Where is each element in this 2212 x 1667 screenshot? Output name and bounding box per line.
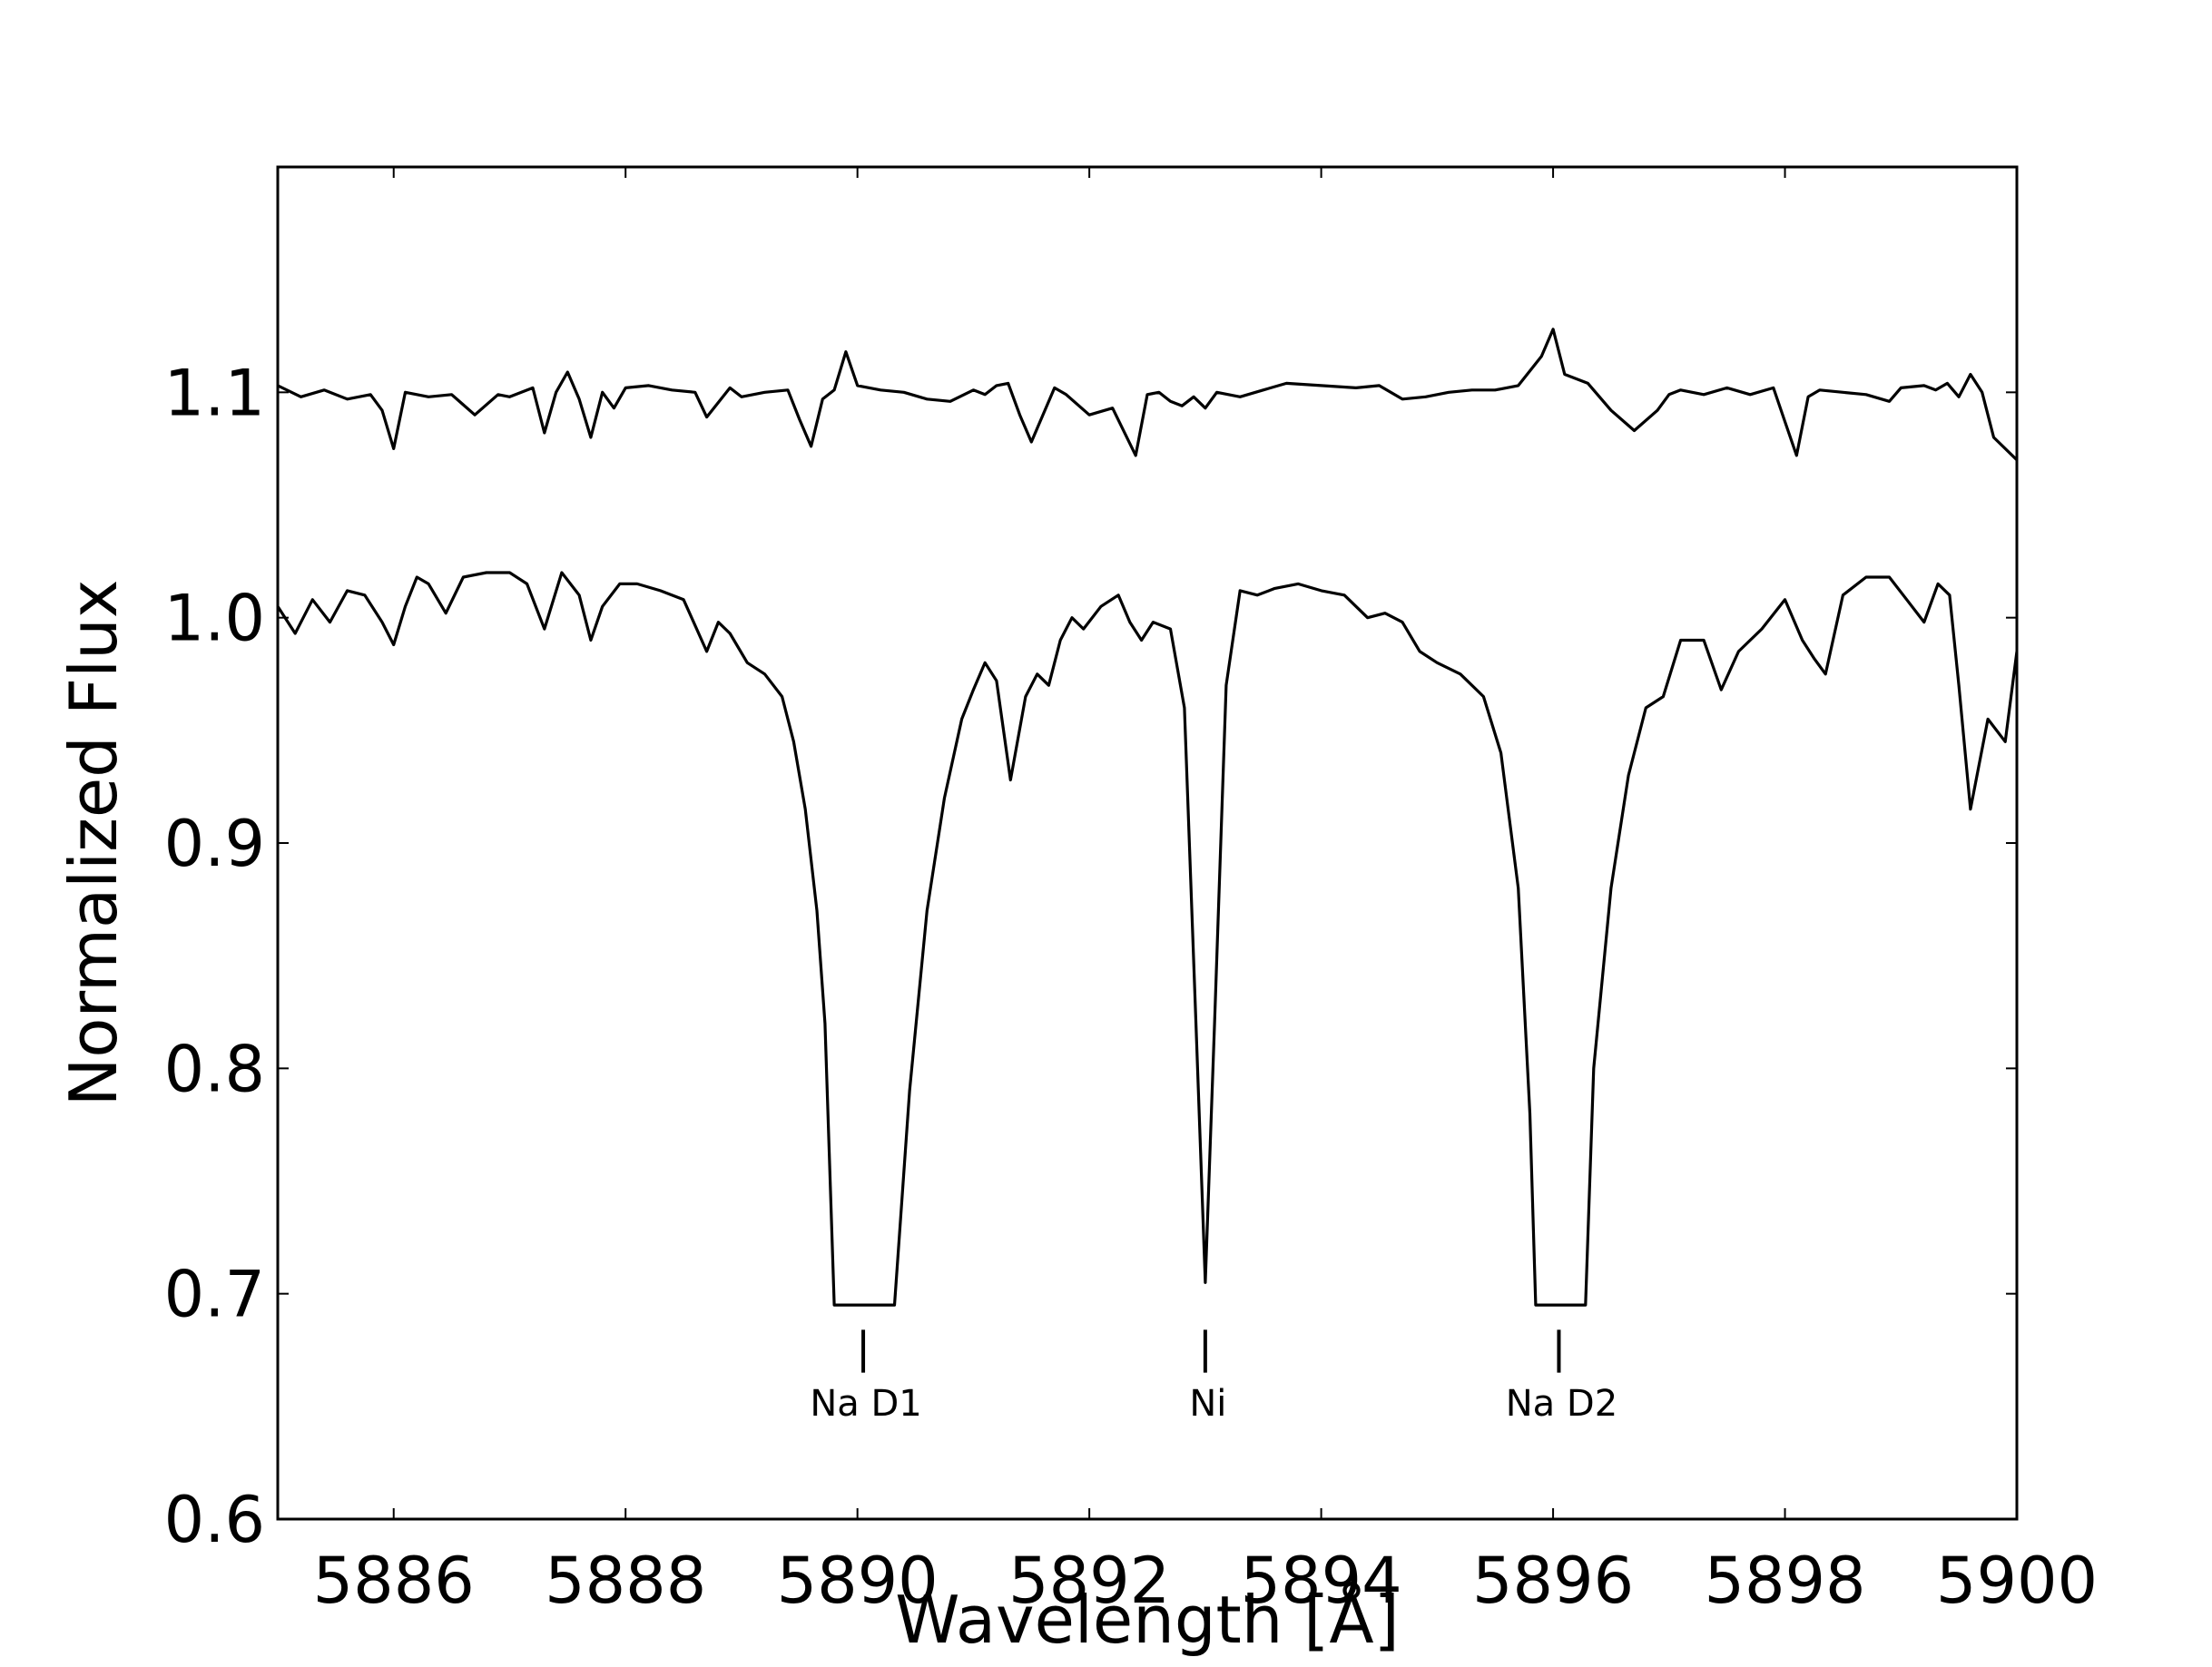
annotation-layer: Na D1 Ni Na D2 (810, 1329, 1617, 1425)
x-tick-label: 5886 (313, 1544, 475, 1618)
x-tick-label: 5900 (1936, 1544, 2098, 1618)
x-tick-label: 5890 (777, 1544, 939, 1618)
x-tick-label: 5892 (1008, 1544, 1170, 1618)
ticks-layer: 5886 5888 5890 5892 5894 5896 5898 5900 0.6 0.7 0.… (164, 167, 2098, 1618)
y-tick-label: 1.0 (164, 582, 265, 656)
y-tick-label: 0.8 (164, 1032, 265, 1106)
y-axis-label: Normalized Flux (55, 580, 132, 1107)
line-marker-label: Ni (1189, 1383, 1226, 1425)
y-tick-label: 1.1 (164, 356, 265, 430)
x-axis-label: Wavelength [Å] (895, 1582, 1399, 1658)
x-tick-label: 5888 (545, 1544, 706, 1618)
plot-frame (276, 165, 2019, 1521)
spectrum-line-2 (278, 571, 2017, 1307)
y-tick-label: 0.9 (164, 807, 265, 881)
spectrum-line-1 (278, 328, 2017, 461)
x-tick-label: 5898 (1704, 1544, 1865, 1618)
line-marker-label: Na D1 (810, 1383, 921, 1425)
x-tick-label: 5896 (1472, 1544, 1634, 1618)
x-tick-label: 5894 (1241, 1544, 1402, 1618)
y-tick-label: 0.7 (164, 1258, 265, 1332)
series-layer (278, 328, 2017, 1307)
y-tick-label: 0.6 (164, 1483, 265, 1557)
line-marker-label: Na D2 (1506, 1383, 1617, 1425)
